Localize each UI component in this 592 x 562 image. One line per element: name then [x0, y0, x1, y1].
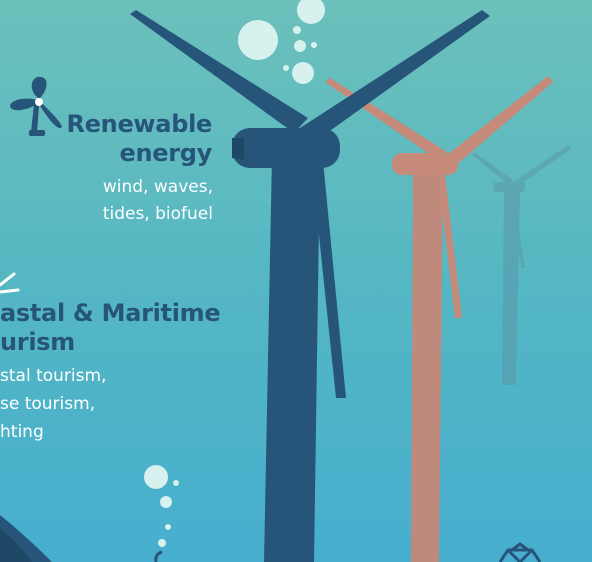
bubbles-bottom: [144, 465, 179, 547]
renewable-sub-line2: tides, biofuel: [103, 201, 213, 228]
far-wind-turbine: [472, 145, 571, 385]
wind-lines-icon: [0, 274, 18, 292]
tourism-description: stal tourism, se tourism, hting: [0, 362, 106, 446]
tourism-title: astal & Maritime urism: [0, 299, 220, 357]
middle-wind-turbine: [325, 76, 553, 562]
renewable-title-line2: energy: [67, 139, 212, 168]
renewable-energy-description: wind, waves, tides, biofuel: [103, 174, 213, 228]
oil-platform-icon: [500, 544, 540, 562]
renewable-energy-title: Renewable energy: [67, 110, 212, 168]
renewable-sub-line1: wind, waves,: [103, 174, 213, 201]
tourism-title-line2: urism: [0, 328, 220, 357]
seaweed-icon: [156, 552, 162, 562]
fan-icon: [10, 77, 62, 136]
tourism-sub-line3: hting: [0, 418, 106, 446]
renewable-title-line1: Renewable: [67, 110, 212, 139]
tourism-sub-line2: se tourism,: [0, 390, 106, 418]
bubbles-top: [238, 0, 325, 84]
tourism-title-line1: astal & Maritime: [0, 299, 220, 328]
tourism-sub-line1: stal tourism,: [0, 362, 106, 390]
